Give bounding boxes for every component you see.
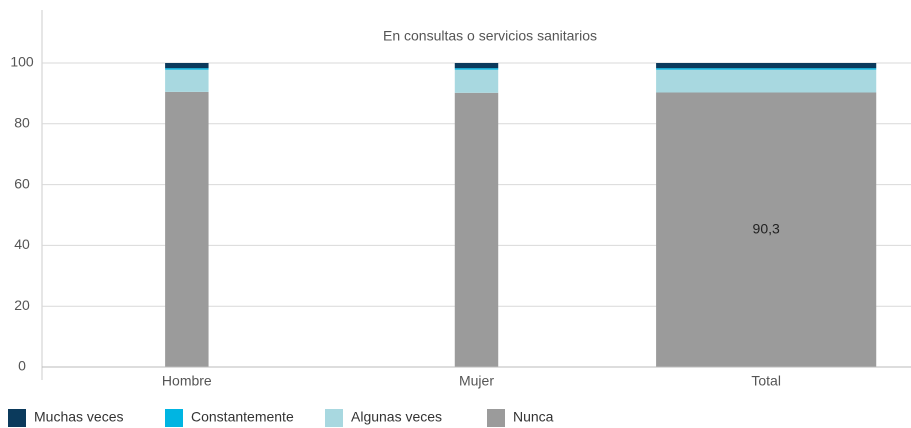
bar-segment [454, 68, 499, 70]
bar-segment [454, 69, 499, 93]
bar-segment [454, 92, 499, 368]
legend-swatch [8, 409, 26, 427]
bar-segment [656, 68, 877, 70]
data-label: 90,3 [753, 220, 780, 236]
bar-segment [165, 63, 209, 69]
legend-label: Nunca [513, 409, 554, 425]
bar-segment [454, 63, 499, 69]
legend-swatch [325, 409, 343, 427]
x-tick-label: Total [751, 373, 781, 389]
bar-segment [656, 69, 877, 93]
legend-label: Muchas veces [34, 409, 123, 425]
y-tick-label: 100 [10, 54, 34, 70]
legend-label: Algunas veces [351, 409, 442, 425]
legend-swatch [487, 409, 505, 427]
chart-title: En consultas o servicios sanitarios [383, 28, 597, 44]
legend-swatch [165, 409, 183, 427]
legend-label: Constantemente [191, 409, 294, 425]
y-tick-label: 80 [14, 115, 30, 131]
y-tick-label: 60 [14, 175, 30, 191]
x-tick-label: Hombre [162, 373, 212, 389]
bar-segment [165, 91, 209, 367]
bar-segment [165, 68, 209, 70]
x-tick-label: Mujer [459, 373, 494, 389]
y-tick-label: 40 [14, 236, 30, 252]
bar-segment [656, 92, 877, 367]
bar-segment [165, 69, 209, 92]
y-tick-label: 20 [14, 297, 30, 313]
bar-segment [656, 63, 877, 69]
y-tick-label: 0 [18, 358, 26, 374]
